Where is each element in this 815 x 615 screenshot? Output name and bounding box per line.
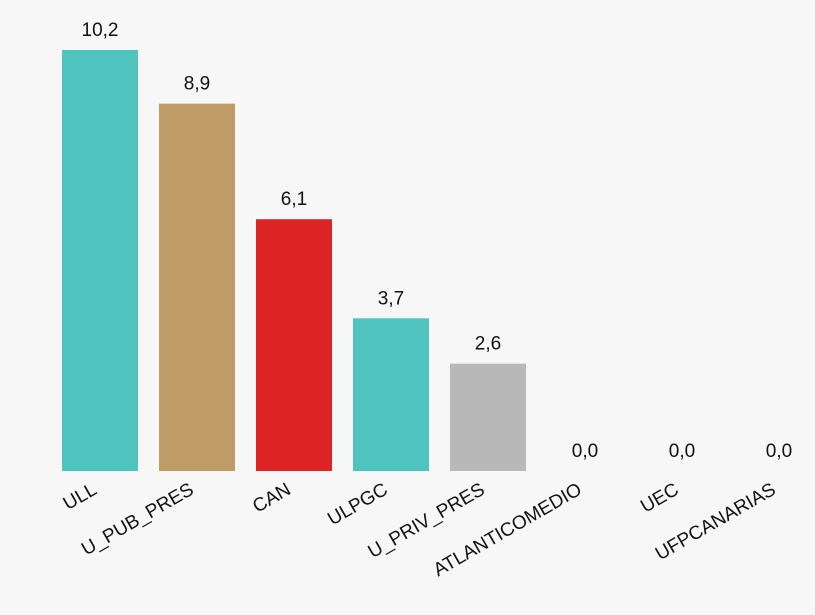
value-labels-group: 10,2 8,9 6,1 3,7 2,6 0,0 0,0 0,0 [82,20,793,462]
value-label-u-pub-pres: 8,9 [184,74,210,95]
bar-ull [62,50,138,471]
bar-u-pub-pres [159,103,235,471]
bar-ulpgc [353,318,429,471]
value-label-u-priv-pres: 2,6 [475,334,501,355]
value-label-can: 6,1 [281,189,307,210]
bar-can [256,219,332,471]
value-label-ull: 10,2 [82,20,119,41]
value-label-ufpcanarias: 0,0 [766,441,792,462]
value-label-uec: 0,0 [669,441,695,462]
bar-u-priv-pres [450,363,526,471]
value-label-atlanticomedio: 0,0 [572,441,598,462]
bars-group [62,50,526,471]
value-label-ulpgc: 3,7 [378,288,404,309]
